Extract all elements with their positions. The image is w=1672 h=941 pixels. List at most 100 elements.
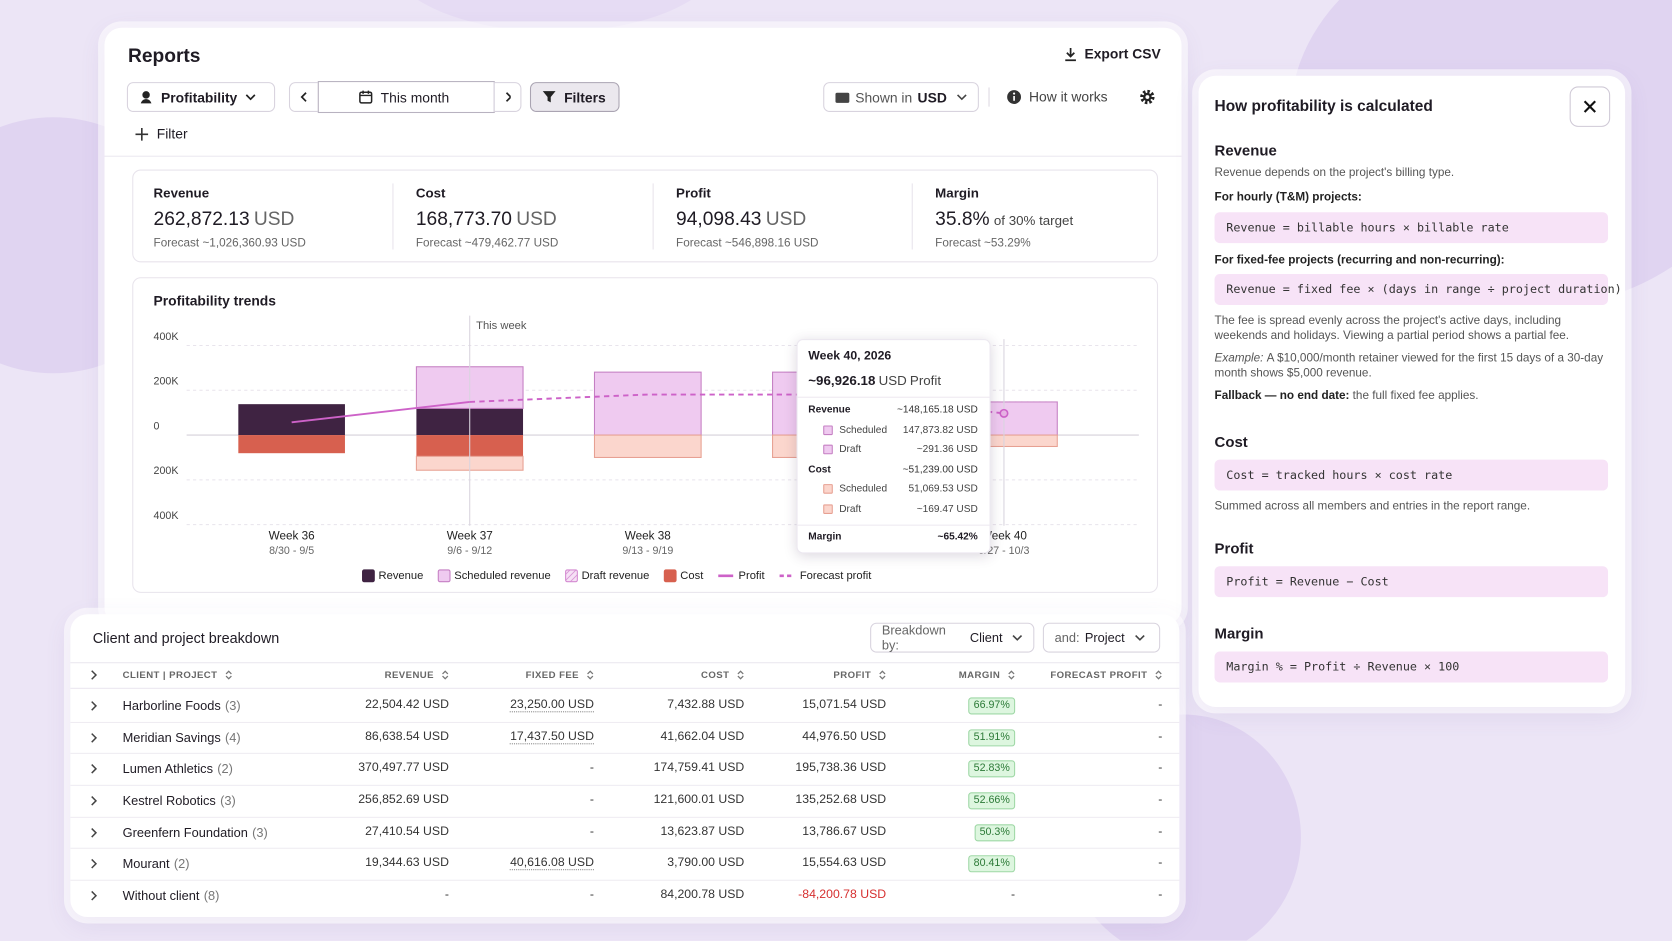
profit-cell: 195,738.36 USD (795, 761, 887, 775)
info-icon (1007, 89, 1022, 104)
legend-label: Profit (739, 570, 766, 582)
sort-icon[interactable] (441, 670, 449, 681)
forecast-cell: - (1158, 824, 1163, 838)
expand-row[interactable] (90, 859, 99, 870)
chevron-left (300, 92, 307, 102)
fixed-fee-cell: - (589, 888, 594, 901)
help-panel (1198, 75, 1626, 707)
client-name[interactable]: Kestrel Robotics (3) (123, 793, 236, 808)
margin-badge: 80.41% (968, 855, 1016, 873)
column-header[interactable]: REVENUE (236, 669, 449, 681)
cost-cell: 41,662.04 USD (660, 730, 745, 743)
subgroup-label: and: (1054, 630, 1080, 646)
prev-period[interactable] (288, 82, 319, 112)
period-select[interactable]: This month (317, 81, 495, 114)
column-header-label: PROFIT (833, 669, 872, 681)
tooltip-swatch (823, 425, 833, 435)
section-text: The fee is spread evenly across the proj… (1214, 314, 1570, 343)
column-header[interactable]: PROFIT (673, 669, 886, 681)
bar (593, 434, 702, 458)
row-divider (70, 816, 1180, 818)
expand-row[interactable] (90, 764, 99, 775)
currency-select[interactable]: Shown in USD (823, 82, 979, 112)
chevron-down (245, 94, 255, 101)
margin-badge: 50.3% (974, 823, 1016, 841)
report-select[interactable]: Profitability (126, 82, 276, 112)
project-count: (3) (252, 824, 268, 840)
row-divider (70, 879, 1180, 881)
margin-cell: 50.3% (802, 823, 1016, 841)
group-label: Breakdown by: (881, 622, 946, 653)
client-name[interactable]: Lumen Athletics (2) (123, 762, 233, 777)
forecast-cell: - (1158, 888, 1163, 901)
expand-row[interactable] (90, 701, 99, 712)
fallback-label: Fallback — no end date: (1214, 389, 1350, 403)
close-button[interactable] (1569, 86, 1611, 127)
column-header-label: CLIENT | PROJECT (122, 669, 218, 681)
group-select[interactable]: Breakdown by: Client (870, 622, 1035, 653)
calendar-icon (359, 90, 373, 104)
tooltip-group-label: Cost (808, 463, 831, 476)
column-header[interactable]: CLIENT | PROJECT (122, 669, 233, 681)
client-name[interactable]: Without client (8) (123, 888, 220, 903)
chart-card (132, 277, 1159, 593)
column-header[interactable]: MARGIN (802, 670, 1015, 681)
project-count: (2) (173, 856, 190, 872)
expand-row[interactable] (90, 827, 99, 838)
help-link[interactable]: How it works (1007, 89, 1108, 105)
project-count: (3) (225, 698, 241, 714)
column-header[interactable]: COST (531, 670, 744, 681)
example-text: A $10,000/month retainer viewed for the … (1214, 351, 1604, 380)
sort-icon[interactable] (879, 670, 886, 681)
sort-icon[interactable] (586, 670, 594, 681)
chevron-down (1134, 634, 1145, 641)
client-name[interactable]: Harborline Foods (3) (123, 698, 241, 713)
summary-forecast: Forecast ~546,898.16 USD (676, 236, 819, 250)
forecast-cell: - (1158, 761, 1163, 775)
column-header[interactable]: FIXED FEE (381, 670, 594, 681)
margin-cell: - (1011, 888, 1016, 901)
row-divider (70, 753, 1180, 755)
formula: Profit = Revenue − Cost (1214, 566, 1609, 598)
client-name[interactable]: Meridian Savings (4) (123, 730, 241, 745)
tooltip-swatch (823, 504, 833, 514)
sort-icon[interactable] (1008, 670, 1015, 681)
profit-cell: 44,976.50 USD (802, 730, 887, 743)
settings-icon[interactable] (1139, 89, 1156, 106)
group-value: Client (969, 630, 1003, 646)
add-filter[interactable]: Filter (135, 126, 188, 142)
tooltip-metric: Profit (909, 373, 942, 389)
expand-row[interactable] (90, 890, 99, 901)
margin-cell: 66.97% (802, 697, 1016, 715)
summary-divider (392, 183, 394, 250)
sort-icon[interactable] (225, 670, 232, 681)
export-button[interactable]: Export CSV (1063, 46, 1161, 62)
tooltip-item-label: Draft (839, 503, 862, 516)
subgroup-select[interactable]: and: Project (1042, 622, 1161, 653)
y-tick-label: 400K (154, 331, 179, 343)
tooltip-group-label: Revenue (808, 404, 851, 416)
column-header[interactable]: FORECAST PROFIT (949, 669, 1162, 681)
client-name[interactable]: Greenfern Foundation (3) (123, 825, 268, 840)
column-header-label: FORECAST PROFIT (1050, 669, 1148, 681)
expand-row[interactable] (90, 732, 99, 743)
sort-icon[interactable] (1155, 670, 1162, 681)
legend-swatch (437, 569, 451, 583)
sort-icon[interactable] (737, 670, 744, 681)
summary-value: 94,098.43 USD (676, 208, 806, 230)
filters-button[interactable]: Filters (529, 82, 620, 112)
download-icon (1065, 47, 1076, 61)
client-name[interactable]: Mourant (2) (123, 857, 190, 872)
formula: Cost = tracked hours × cost rate (1214, 459, 1609, 491)
section-heading: Margin (1214, 624, 1264, 642)
tooltip-item-value: 147,873.82 USD (902, 423, 978, 436)
column-header-label: REVENUE (384, 669, 434, 681)
currency-label: Shown in (855, 89, 913, 106)
expand-row[interactable] (90, 795, 99, 806)
annotation: This week (476, 320, 527, 332)
section-label: For hourly (T&M) projects: (1214, 190, 1362, 204)
next-period[interactable] (493, 82, 522, 112)
expand-row[interactable] (90, 670, 99, 681)
tooltip-group-value: ~51,239.00 USD (902, 463, 978, 476)
